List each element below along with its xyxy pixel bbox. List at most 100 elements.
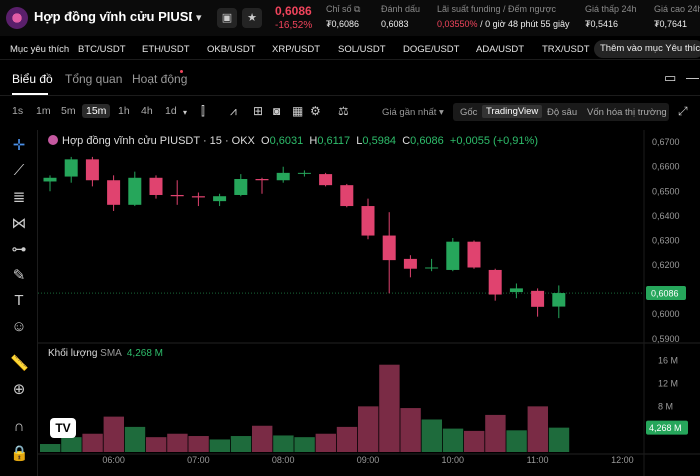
volume-bar xyxy=(167,433,188,452)
volume-bar xyxy=(358,406,379,452)
volume-bar xyxy=(379,364,400,452)
funding-label: Lãi suất funding / Đếm ngược xyxy=(437,4,556,14)
lock-icon[interactable]: 🔒 xyxy=(10,445,29,462)
ticker-doge[interactable]: DOGE/USDT xyxy=(403,44,460,55)
timeframe-15m[interactable]: 15m xyxy=(82,104,111,118)
candles xyxy=(43,156,566,319)
candle-body xyxy=(149,177,163,195)
timeframe-1h[interactable]: 1h xyxy=(118,105,130,117)
view-mode-market-cap[interactable]: Vốn hóa thị trường xyxy=(587,107,667,118)
instrument-title[interactable]: Hợp đồng vĩnh cửu PIUSDT xyxy=(34,9,192,24)
mark-label: Đánh dấu xyxy=(381,4,421,14)
timeframe-5m[interactable]: 5m xyxy=(61,105,76,117)
ticker-btc[interactable]: BTC/USDT xyxy=(78,44,126,55)
fullscreen-icon[interactable]: ⤢ xyxy=(678,104,688,118)
active-tab-underline xyxy=(12,93,48,95)
external-link-icon[interactable]: ⧉ xyxy=(354,4,361,14)
price-chart[interactable]: 0,6700 0,6600 0,6500 0,6400 0,6300 0,6200 0,61… xyxy=(38,130,700,476)
brush-icon[interactable]: ✎ xyxy=(12,267,26,284)
timeframe-1d[interactable]: 1d xyxy=(165,105,177,117)
price-tick-label: 0,6400 xyxy=(652,211,680,221)
volume-bar xyxy=(442,428,464,452)
candle-body xyxy=(255,179,269,181)
candle-body xyxy=(552,293,566,307)
price-tick-label: 0,5900 xyxy=(652,334,680,344)
info-card-icon[interactable]: ▣ xyxy=(217,8,237,28)
pi-coin-logo xyxy=(6,7,28,29)
indicators-icon[interactable]: ⩘ xyxy=(230,104,237,118)
volume-bar xyxy=(209,439,230,452)
ticker-sol[interactable]: SOL/USDT xyxy=(338,44,386,55)
fib-retracement-icon[interactable]: ≣ xyxy=(12,189,26,206)
volume-bar xyxy=(252,425,273,452)
ticker-eth[interactable]: ETH/USDT xyxy=(142,44,190,55)
price-tick-label: 0,6200 xyxy=(652,260,680,270)
add-to-favorites-button[interactable]: Thêm vào mục Yêu thích xyxy=(594,40,700,58)
magnet-icon[interactable]: ∩ xyxy=(13,418,25,435)
view-tabs: Biểu đồ Tổng quan Hoạt động ▭ — xyxy=(0,62,700,96)
tab-overview[interactable]: Tổng quan xyxy=(65,72,123,86)
volume-bar xyxy=(40,444,61,452)
ticker-trx[interactable]: TRX/USDT xyxy=(542,44,590,55)
candle-body xyxy=(234,179,248,195)
notification-dot xyxy=(180,70,183,73)
view-mode-tradingview[interactable]: TradingView xyxy=(482,105,543,118)
window-icon[interactable]: ▭ xyxy=(664,70,677,85)
last-price: 0,6086 xyxy=(275,4,312,18)
volume-bar xyxy=(124,426,146,452)
ticker-ada[interactable]: ADA/USDT xyxy=(476,44,525,55)
minimize-icon[interactable]: — xyxy=(686,70,699,85)
volume-bar xyxy=(230,436,252,452)
time-tick-label: 12:00 xyxy=(611,455,634,465)
price-tick-label: 0,6000 xyxy=(652,309,680,319)
timeframe-1m[interactable]: 1m xyxy=(36,105,51,117)
sma-label: SMA xyxy=(100,348,122,359)
scale-balance-icon[interactable]: ⚖ xyxy=(338,104,349,118)
ticker-okb[interactable]: OKB/USDT xyxy=(207,44,256,55)
candle-body xyxy=(43,177,57,182)
crosshair-icon[interactable]: ✛ xyxy=(12,137,26,154)
timeframe-4h[interactable]: 4h xyxy=(141,105,153,117)
pi-coin-logo-small xyxy=(48,135,58,145)
zoom-in-icon[interactable]: ⊕ xyxy=(12,381,26,398)
pattern-icon[interactable]: ⋈ xyxy=(11,215,27,232)
candle-body xyxy=(85,159,99,181)
camera-icon[interactable]: ◙ xyxy=(273,104,281,118)
ticker-favorites[interactable]: Mục yêu thích xyxy=(10,44,70,55)
layout-grid-icon[interactable]: ⊞ xyxy=(253,104,264,118)
view-mode-original[interactable]: Gốc xyxy=(460,107,478,118)
candle-body xyxy=(361,206,375,236)
gann-icon[interactable]: ⊶ xyxy=(11,241,27,258)
tab-activity[interactable]: Hoạt động xyxy=(132,72,188,86)
volume-bar xyxy=(294,437,315,452)
current-price-tag xyxy=(646,286,686,301)
candle-type-icon[interactable]: ⫿ xyxy=(201,104,205,118)
tab-chart[interactable]: Biểu đồ xyxy=(12,72,53,86)
low-24h-label: Giá thấp 24h xyxy=(585,4,637,14)
price-tick-label: 0,6700 xyxy=(652,137,680,147)
current-price-label: 0,6086 xyxy=(651,289,679,299)
trend-line-icon[interactable]: ⟋ xyxy=(13,162,25,179)
candle-body xyxy=(128,177,142,205)
volume-bar xyxy=(464,430,485,452)
volume-bar xyxy=(400,408,421,452)
price-source-select[interactable]: Giá gần nhất ▾ xyxy=(382,107,444,118)
timeframe-1s[interactable]: 1s xyxy=(12,105,24,117)
timeframe-dropdown-icon[interactable]: ▾ xyxy=(183,108,188,117)
text-tool-icon[interactable]: T xyxy=(14,292,24,309)
legend-symbol: Hợp đồng vĩnh cửu PIUSDT · 15 · OKX xyxy=(62,135,255,147)
view-mode-depth[interactable]: Độ sâu xyxy=(547,107,578,118)
candle-body xyxy=(382,235,396,261)
ruler-icon[interactable]: 📏 xyxy=(10,355,29,372)
ticker-xrp[interactable]: XRP/USDT xyxy=(272,44,321,55)
star-icon[interactable]: ★ xyxy=(242,8,262,28)
index-label: Chỉ số ⧉ xyxy=(326,4,361,14)
table-icon[interactable]: ▦ xyxy=(292,104,304,118)
emoji-icon[interactable]: ☺ xyxy=(11,318,27,335)
candle-body xyxy=(170,194,184,197)
chevron-down-icon[interactable]: ▾ xyxy=(196,12,202,24)
chart-axes: 0,6700 0,6600 0,6500 0,6400 0,6300 0,6200 0,61… xyxy=(102,137,688,465)
settings-gear-icon[interactable]: ⚙ xyxy=(310,104,321,118)
candle-body xyxy=(467,241,481,268)
candle-body xyxy=(340,185,354,207)
